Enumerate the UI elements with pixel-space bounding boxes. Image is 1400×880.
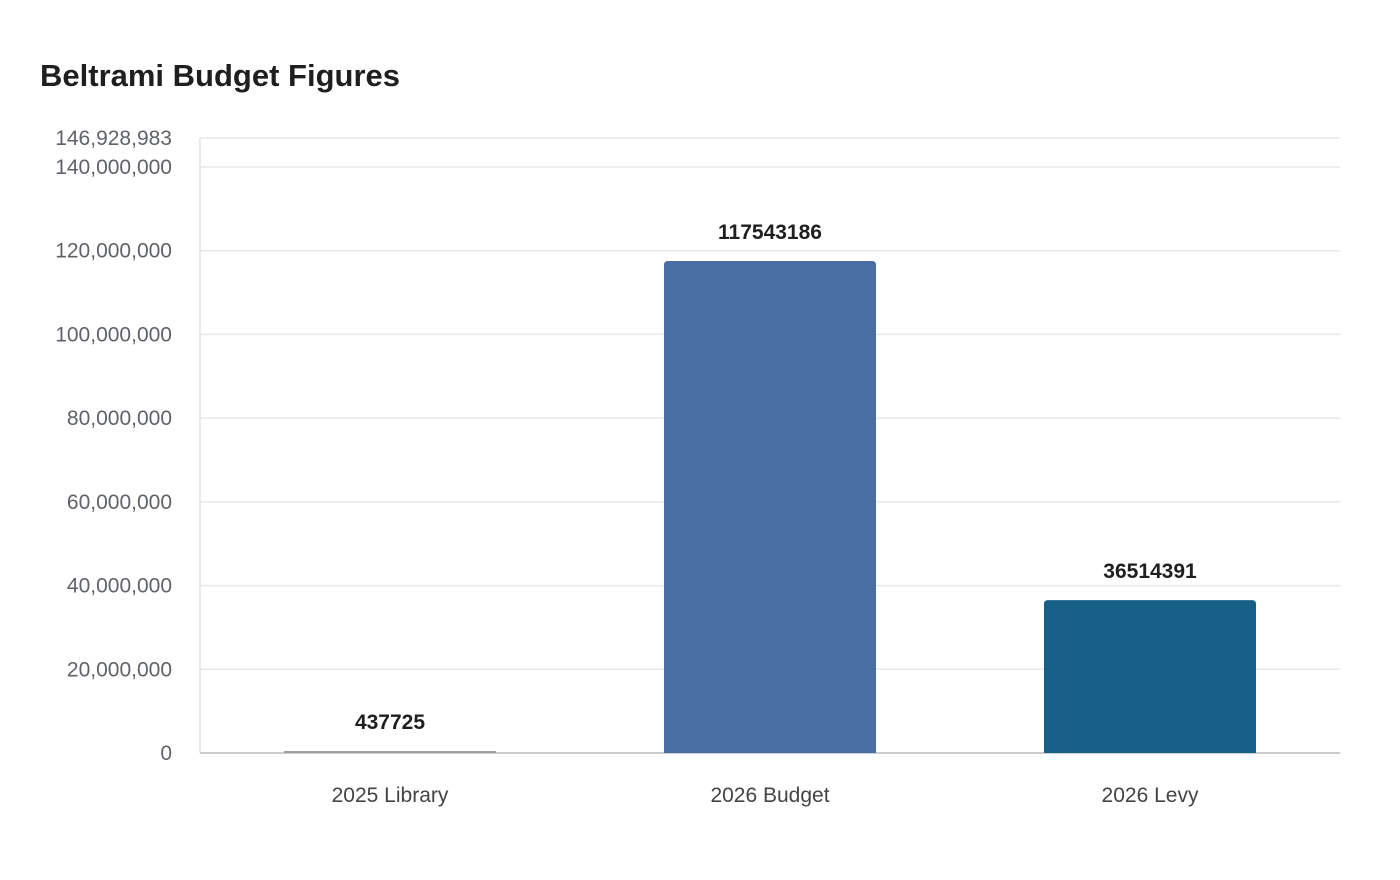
bars bbox=[284, 261, 1256, 753]
y-tick-label: 0 bbox=[160, 742, 172, 765]
x-tick-label: 2026 Levy bbox=[1102, 784, 1199, 807]
y-tick-label: 120,000,000 bbox=[55, 240, 172, 263]
y-tick-label: 100,000,000 bbox=[55, 323, 172, 346]
y-tick-label: 146,928,983 bbox=[55, 127, 172, 150]
y-tick-label: 60,000,000 bbox=[67, 491, 172, 514]
x-tick-label: 2025 Library bbox=[332, 784, 449, 807]
y-tick-label: 80,000,000 bbox=[67, 407, 172, 430]
bar-1[interactable] bbox=[664, 261, 876, 753]
y-axis-ticks: 0 20,000,000 40,000,000 60,000,000 80,000,00… bbox=[55, 127, 172, 765]
data-label: 117543186 bbox=[718, 221, 822, 244]
bar-2[interactable] bbox=[1044, 600, 1256, 753]
data-label: 36514391 bbox=[1103, 560, 1197, 583]
chart-title: Beltrami Budget Figures bbox=[40, 58, 400, 93]
y-tick-label: 140,000,000 bbox=[55, 156, 172, 179]
data-label: 437725 bbox=[355, 711, 425, 734]
x-axis-ticks: 2025 Library 2026 Budget 2026 Levy bbox=[332, 784, 1199, 807]
bar-0[interactable] bbox=[284, 751, 496, 753]
y-tick-label: 20,000,000 bbox=[67, 658, 172, 681]
data-labels: 437725 117543186 36514391 bbox=[355, 221, 1197, 734]
x-tick-label: 2026 Budget bbox=[710, 784, 829, 807]
y-tick-label: 40,000,000 bbox=[67, 575, 172, 598]
